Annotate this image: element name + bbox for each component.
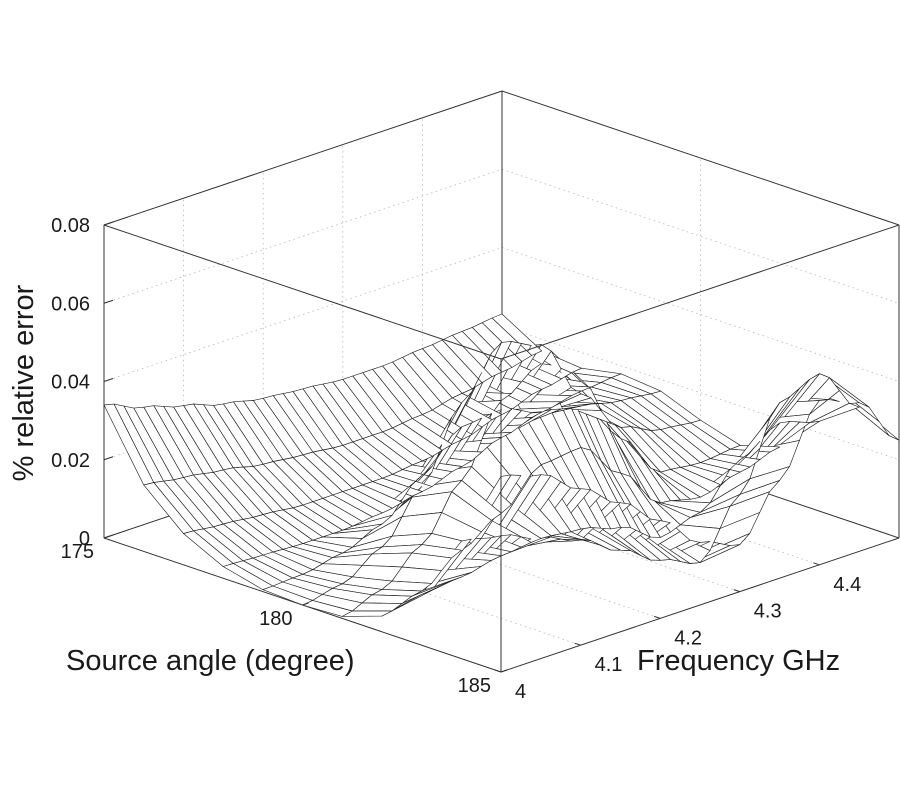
y-tick-label: 4.2 xyxy=(674,627,702,649)
box-edge xyxy=(103,90,503,226)
y-tick xyxy=(574,642,581,646)
y-tick xyxy=(494,669,502,673)
x-tick xyxy=(103,535,111,539)
y-tick-label: 4.4 xyxy=(833,574,861,596)
box-edge xyxy=(103,224,502,360)
z-tick xyxy=(103,378,114,382)
box-edge xyxy=(501,90,900,226)
y-tick xyxy=(813,562,820,566)
x-tick xyxy=(500,669,508,673)
y-tick-label: 4.1 xyxy=(595,654,623,676)
z-tick-label: 0.06 xyxy=(51,293,90,315)
box-edge xyxy=(500,224,900,360)
x-tick-label: 180 xyxy=(259,608,292,630)
x-tick xyxy=(302,602,309,606)
tick-labels: 0 0.02 0.04 0.06 0.08 175 180 185 4 4.1 4.2 4.3 4.4 xyxy=(51,215,861,703)
z-tick-label: 0.04 xyxy=(51,372,90,394)
surface-patch xyxy=(103,403,155,486)
y-tick xyxy=(654,615,661,619)
z-tick-label: 0.02 xyxy=(51,450,90,472)
surface-mesh xyxy=(103,313,900,617)
x-axis-label: Source angle (degree) xyxy=(66,645,355,677)
y-tick-label: 4.3 xyxy=(754,601,782,623)
box-edge xyxy=(500,537,900,673)
z-tick-label: 0.08 xyxy=(51,215,90,237)
grid-line xyxy=(103,168,503,304)
z-tick xyxy=(103,299,114,304)
z-tick-label: 0 xyxy=(79,528,90,550)
y-tick-label: 4 xyxy=(515,681,526,703)
y-tick xyxy=(733,589,740,593)
y-axis-label: Frequency GHz xyxy=(637,645,840,677)
z-tick xyxy=(103,221,114,226)
x-tick-label: 175 xyxy=(61,541,94,563)
z-tick xyxy=(103,456,114,461)
grid-line xyxy=(501,168,900,304)
x-tick-label: 185 xyxy=(458,675,491,697)
z-axis-label: % relative error xyxy=(8,284,40,481)
